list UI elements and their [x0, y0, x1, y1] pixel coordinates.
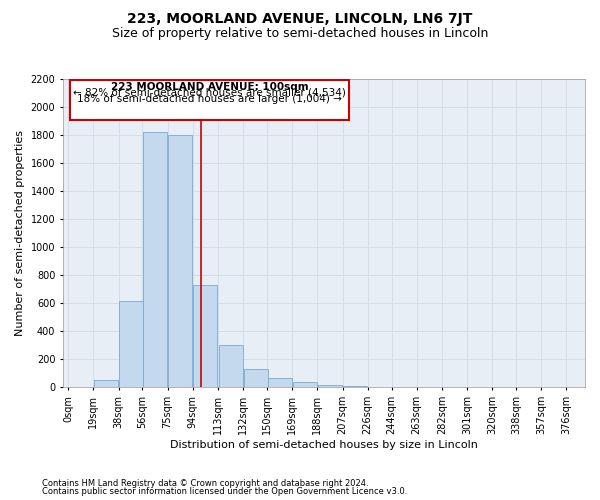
Bar [193, 285, 217, 388]
Bar [69, 386, 93, 388]
Bar [143, 132, 167, 388]
Bar [268, 378, 292, 388]
Bar [368, 386, 392, 388]
Bar [94, 380, 118, 388]
X-axis label: Distribution of semi-detached houses by size in Lincoln: Distribution of semi-detached houses by … [170, 440, 478, 450]
Y-axis label: Number of semi-detached properties: Number of semi-detached properties [15, 130, 25, 336]
Text: 223 MOORLAND AVENUE: 100sqm: 223 MOORLAND AVENUE: 100sqm [110, 82, 308, 92]
FancyBboxPatch shape [70, 80, 349, 120]
Text: Contains HM Land Registry data © Crown copyright and database right 2024.: Contains HM Land Registry data © Crown c… [42, 478, 368, 488]
Text: ← 82% of semi-detached houses are smaller (4,534): ← 82% of semi-detached houses are smalle… [73, 88, 346, 98]
Bar [293, 382, 317, 388]
Text: Size of property relative to semi-detached houses in Lincoln: Size of property relative to semi-detach… [112, 28, 488, 40]
Bar [343, 386, 367, 388]
Text: 223, MOORLAND AVENUE, LINCOLN, LN6 7JT: 223, MOORLAND AVENUE, LINCOLN, LN6 7JT [127, 12, 473, 26]
Bar [168, 135, 192, 388]
Bar [119, 300, 143, 388]
Bar [318, 384, 342, 388]
Text: Contains public sector information licensed under the Open Government Licence v3: Contains public sector information licen… [42, 487, 407, 496]
Bar [218, 346, 242, 388]
Bar [244, 368, 268, 388]
Text: 18% of semi-detached houses are larger (1,004) →: 18% of semi-detached houses are larger (… [77, 94, 342, 104]
